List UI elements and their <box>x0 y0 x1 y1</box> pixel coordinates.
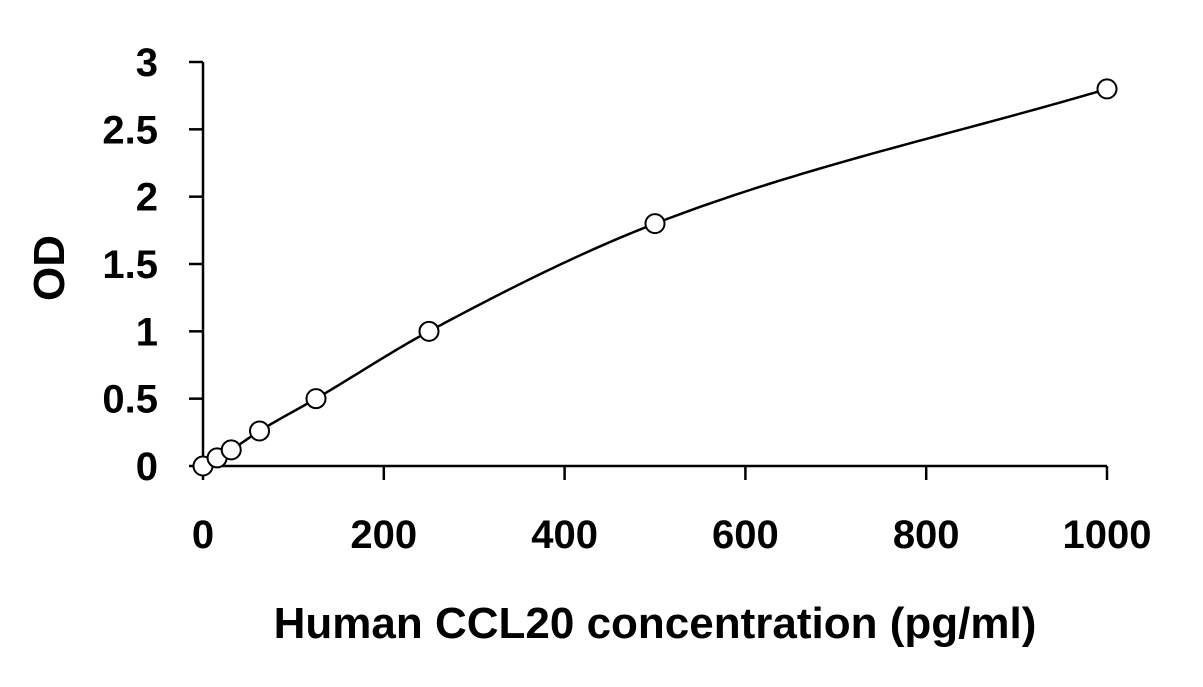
y-axis-title: OD <box>25 235 74 301</box>
x-tick-label: 400 <box>531 513 598 557</box>
data-point <box>1096 78 1118 100</box>
y-axis: 0 0.5 1 1.5 2 2.5 3 <box>102 41 205 489</box>
y-tick-label: 1.5 <box>102 243 158 287</box>
data-point <box>249 420 270 442</box>
data-point <box>644 213 666 235</box>
data-point <box>418 320 440 342</box>
x-tick-label: 600 <box>712 513 779 557</box>
x-axis: 0 200 400 600 800 1000 <box>192 464 1152 557</box>
data-point <box>220 439 242 461</box>
data-point <box>305 388 327 410</box>
y-tick-label: 0.5 <box>102 378 158 422</box>
y-tick-label: 2.5 <box>102 108 158 152</box>
x-tick-label: 800 <box>893 513 960 557</box>
y-tick-label: 0 <box>136 445 158 489</box>
x-tick-label: 0 <box>192 513 214 557</box>
x-tick-label: 200 <box>350 513 417 557</box>
x-axis-title: Human CCL20 concentration (pg/ml) <box>274 599 1037 648</box>
fit-curve <box>202 87 1108 468</box>
points-layer <box>192 78 1118 477</box>
x-tick-label: 1000 <box>1063 513 1152 557</box>
fit-curve-layer <box>202 87 1108 468</box>
y-tick-label: 3 <box>136 41 158 85</box>
y-tick-label: 1 <box>136 310 158 354</box>
y-tick-label: 2 <box>136 176 158 220</box>
